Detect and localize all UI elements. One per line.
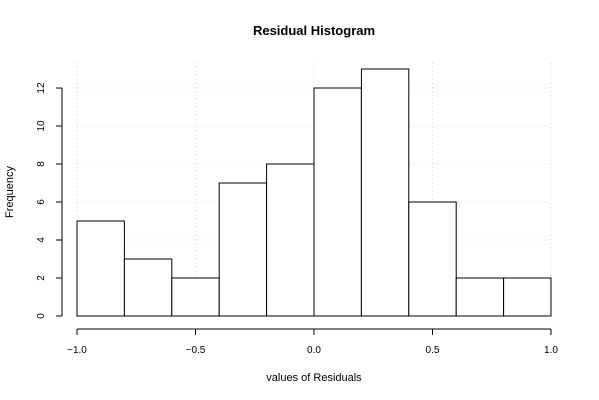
chart-title: Residual Histogram [253,23,375,38]
x-tick-label: −1.0 [67,345,87,356]
histogram-bar-5 [266,163,315,317]
histogram-bar-2 [123,258,173,317]
y-tick-label: 4 [36,237,47,243]
histogram-bar-9 [455,277,505,317]
y-tick-label: 2 [36,275,47,281]
histogram-bar-10 [503,277,552,317]
y-tick-label: 0 [36,313,47,319]
y-tick-label: 6 [36,199,47,205]
y-tick-label: 12 [36,82,47,94]
x-tick-label: −0.5 [186,345,206,356]
bars-layer [76,68,552,317]
histogram-bar-1 [76,220,125,317]
x-axis: −1.0 −0.5 0.0 0.5 1.0 [67,328,558,356]
histogram-bar-7 [360,68,410,317]
x-axis-label: values of Residuals [266,372,362,384]
y-tick-label: 8 [36,161,47,167]
histogram-bar-3 [171,277,220,317]
y-axis: 0 2 4 6 8 10 12 [36,82,63,319]
histogram-bar-8 [408,201,457,317]
x-tick-label: 0.0 [307,345,321,356]
y-tick-label: 10 [36,120,47,132]
x-tick-label: 0.5 [426,345,440,356]
histogram-bar-4 [218,182,268,317]
x-tick-label: 1.0 [544,345,558,356]
y-axis-label: Frequency [4,166,16,218]
histogram-bar-6 [313,87,362,317]
